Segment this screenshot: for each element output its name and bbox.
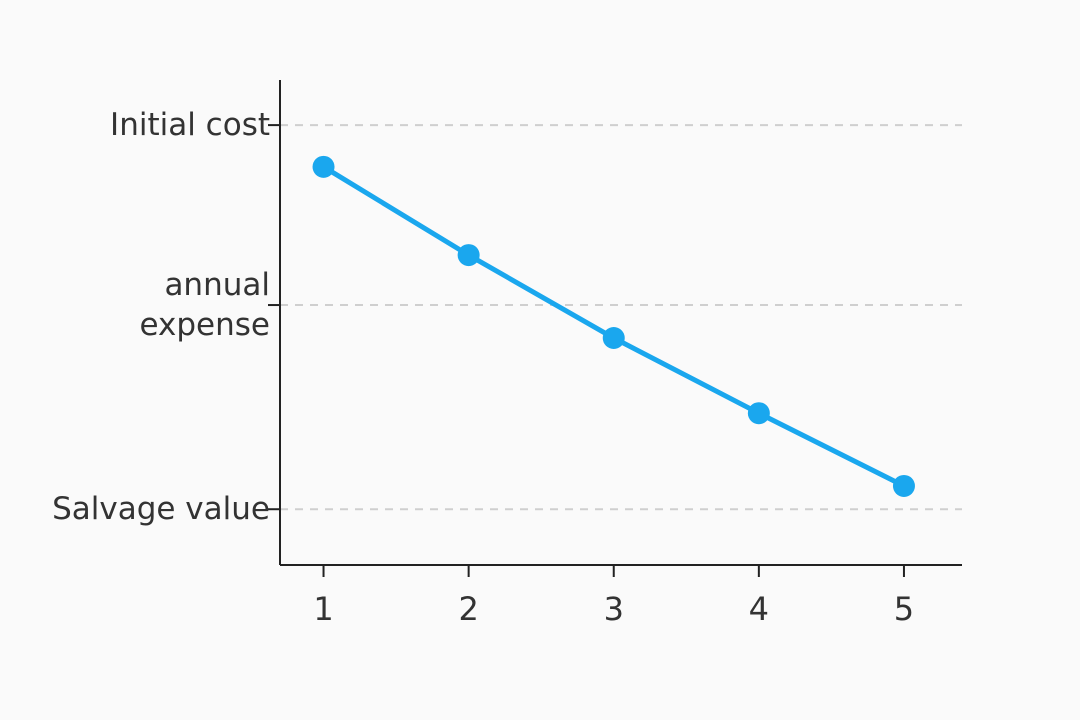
- x-tick-label: 4: [749, 590, 769, 628]
- y-tick-label: Initial cost: [110, 107, 270, 144]
- x-tick-label: 5: [894, 590, 914, 628]
- line: [322, 164, 906, 489]
- x-tick-label: 2: [458, 590, 478, 628]
- y-tick-label: annual expense: [139, 267, 271, 344]
- point: [602, 327, 625, 350]
- x-tick-label: 3: [604, 590, 624, 628]
- y-tick-label: Salvage value: [52, 491, 270, 528]
- x-tick-label: 1: [313, 590, 333, 628]
- point: [457, 244, 480, 267]
- point: [312, 155, 335, 178]
- point: [892, 474, 915, 497]
- point: [747, 402, 770, 425]
